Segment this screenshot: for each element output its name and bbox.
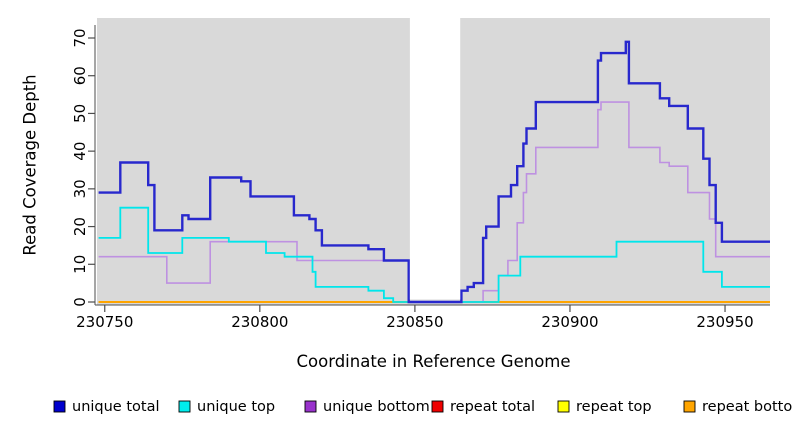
y-tick-label: 10 (71, 255, 89, 274)
legend-swatch-repeat-top (557, 400, 570, 413)
legend-item-repeat-total: repeat total (431, 399, 535, 415)
plot-area (97, 10, 770, 305)
legend-item-unique-total: unique total (53, 399, 160, 415)
legend-label: unique top (197, 399, 275, 415)
legend-label: repeat total (450, 399, 535, 415)
x-tick-label: 230800 (231, 313, 288, 331)
legend: unique total unique top unique bottom repea… (53, 399, 792, 415)
legend-item-unique-bottom: unique bottom (304, 399, 430, 415)
y-tick-label: 40 (71, 142, 89, 161)
y-tick-label: 50 (71, 104, 89, 123)
legend-item-repeat-bottom: repeat bottom (683, 399, 792, 415)
series-line-unique-total (98, 40, 770, 304)
x-axis-title: Coordinate in Reference Genome (296, 352, 570, 371)
legend-swatch-repeat-total (431, 400, 444, 413)
legend-item-repeat-top: repeat top (557, 399, 652, 415)
legend-swatch-unique-bottom (304, 400, 317, 413)
legend-swatch-unique-top (178, 400, 191, 413)
x-tick-label: 230750 (76, 313, 133, 331)
x-axis: 230750 230800 230850 230900 230950 Coordinate… (76, 304, 770, 371)
y-tick-label: 20 (71, 217, 89, 236)
x-tick-label: 230900 (541, 313, 598, 331)
y-axis: 0 10 20 30 40 50 60 70 Read Coverage Depth (21, 25, 96, 307)
x-tick-label: 230950 (696, 313, 753, 331)
series-line-unique-bottom (98, 101, 770, 303)
legend-item-unique-top: unique top (178, 399, 275, 415)
legend-swatch-repeat-bottom (683, 400, 696, 413)
series-line-unique-top (98, 206, 770, 303)
y-tick-label: 0 (71, 297, 89, 307)
y-tick-label: 70 (71, 28, 89, 47)
masked-gap-region (409, 10, 461, 300)
legend-label: repeat top (576, 399, 652, 415)
y-axis-title: Read Coverage Depth (21, 74, 40, 255)
legend-label: unique total (72, 399, 160, 415)
x-tick-label: 230850 (386, 313, 443, 331)
legend-swatch-unique-total (53, 400, 66, 413)
legend-label: repeat bottom (702, 399, 792, 415)
y-tick-label: 60 (71, 66, 89, 85)
y-tick-label: 30 (71, 179, 89, 198)
legend-label: unique bottom (323, 399, 430, 415)
